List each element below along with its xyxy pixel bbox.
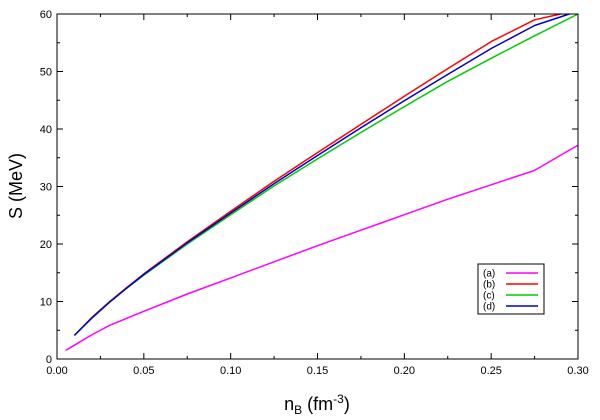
x-axis-title-unit-suffix: ) xyxy=(344,394,350,414)
legend-label-b: (b) xyxy=(483,280,495,291)
legend: (a)(b)(c)(d) xyxy=(477,263,545,315)
x-axis-title-subscript: B xyxy=(294,403,302,417)
y-tick-label: 30 xyxy=(40,182,52,194)
series-line-a xyxy=(65,144,579,352)
x-tick-label: 0.25 xyxy=(480,365,501,377)
y-tick-label: 60 xyxy=(40,9,52,21)
x-tick-label: 0.10 xyxy=(220,365,241,377)
y-tick-label: 20 xyxy=(40,239,52,251)
series-layer xyxy=(65,13,579,352)
x-axis-title-superscript: -3 xyxy=(333,392,344,406)
x-tick-label: 0.15 xyxy=(307,365,328,377)
legend-label-c: (c) xyxy=(483,291,495,302)
x-tick-label: 0.05 xyxy=(133,365,154,377)
x-axis-title-unit-prefix: (fm xyxy=(302,394,333,414)
legend-label-d: (d) xyxy=(483,302,495,313)
x-axis-title-base: n xyxy=(284,394,294,414)
y-tick-label: 10 xyxy=(40,297,52,309)
y-tick-label: 50 xyxy=(40,67,52,79)
legend-label-a: (a) xyxy=(483,269,495,280)
x-axis-title: nB (fm-3) xyxy=(284,392,350,417)
x-tick-label: 0.00 xyxy=(46,365,67,377)
x-axis-ticks: 0.00 0.05 0.10 0.15 0.20 0.25 0.30 xyxy=(46,14,589,377)
legend-items: (a)(b)(c)(d) xyxy=(483,269,538,313)
y-tick-label: 0 xyxy=(46,354,52,366)
x-tick-label: 0.30 xyxy=(567,365,588,377)
series-line-d xyxy=(73,13,570,336)
x-tick-label: 0.20 xyxy=(394,365,415,377)
y-tick-label: 40 xyxy=(40,124,52,136)
y-axis-title: S (MeV) xyxy=(6,153,26,219)
y-axis-ticks: 0 10 20 30 40 50 60 xyxy=(40,9,578,366)
